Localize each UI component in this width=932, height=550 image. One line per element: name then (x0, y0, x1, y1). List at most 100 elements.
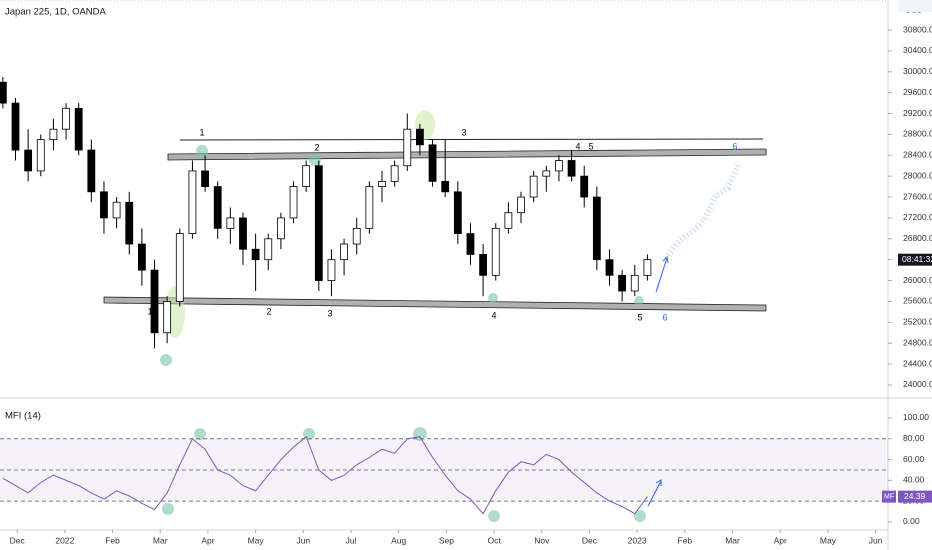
annotation: 6 (732, 141, 737, 151)
y-tick-label: 24400.0 (903, 358, 932, 368)
y-tick-label: 28800.0 (903, 129, 932, 139)
y-tick-label: 30400.0 (903, 45, 932, 55)
candle-body (175, 233, 184, 302)
candle-body (529, 175, 538, 198)
y-tick-label: 24000.0 (903, 379, 932, 389)
candle-body (125, 201, 134, 245)
candle-body (567, 160, 576, 177)
marker (488, 293, 498, 303)
candle-body (188, 170, 197, 234)
annotation: 2 (266, 306, 271, 316)
annotation: 1 (199, 127, 204, 137)
candle-body (580, 175, 589, 198)
y-tick-label: 27600.0 (903, 191, 932, 201)
candle-body (618, 274, 627, 292)
candle-body (390, 165, 399, 182)
candle-body (87, 149, 96, 193)
marker (160, 354, 172, 366)
annotation: 1 (147, 306, 152, 316)
candle-body (453, 191, 462, 234)
candle-body (62, 107, 70, 130)
candle-body (542, 170, 551, 177)
candle-body (416, 128, 424, 146)
marker (194, 428, 206, 440)
countdown-tag (898, 253, 932, 266)
x-tick-label: Jun (296, 535, 310, 545)
x-tick-label: 2023 (628, 535, 647, 545)
y-tick-label: 30000.0 (903, 66, 932, 76)
y-tick-label: 0.00 (903, 516, 920, 526)
x-tick-label: Apr (201, 535, 214, 545)
candle-body (479, 254, 488, 276)
candle-body (314, 165, 323, 281)
low-tag (898, 0, 932, 12)
candle-body (352, 227, 361, 245)
x-tick-label: Nov (534, 535, 550, 545)
projection (665, 163, 741, 257)
x-tick-label: Dec (582, 535, 598, 545)
candle-body (74, 107, 83, 151)
candle-body (466, 233, 475, 255)
candle-body (163, 301, 172, 334)
candle-body (24, 149, 33, 172)
marker (634, 296, 644, 306)
x-tick-label: Mar (725, 535, 740, 545)
candle-body (302, 165, 311, 188)
candle-body (327, 259, 336, 281)
marker (196, 145, 208, 157)
y-tick-label: 28000.0 (903, 170, 932, 180)
x-tick-label: Apr (774, 535, 787, 545)
annotation: 3 (461, 127, 466, 137)
x-tick-label: Jun (869, 535, 883, 545)
annotation: 5 (637, 312, 642, 322)
x-tick-label: Dec (10, 535, 26, 545)
x-tick-label: Oct (487, 535, 501, 545)
candle-body (150, 269, 159, 334)
x-tick-label: Feb (105, 535, 120, 545)
candle-body (264, 238, 273, 261)
candle-body (112, 201, 121, 219)
candle-body (403, 128, 412, 167)
candle-body (11, 102, 20, 151)
y-tick-label: 26800.0 (903, 233, 932, 243)
x-tick-label: May (248, 535, 265, 545)
candle-body (441, 180, 450, 193)
countdown: 08:41:32 (902, 254, 932, 264)
candle-body (100, 191, 108, 219)
marker (634, 510, 646, 522)
arrow-head (662, 255, 669, 264)
marker (162, 503, 174, 515)
channel-band (103, 296, 767, 312)
annotation: 3 (327, 308, 332, 318)
mfi-line (2, 435, 648, 515)
y-tick-label: 27200.0 (903, 212, 932, 222)
candle-body (428, 144, 437, 182)
candle-body (491, 227, 500, 276)
annotation: 2 (314, 142, 319, 152)
candle-body (504, 212, 513, 229)
candle-body (289, 186, 298, 219)
y-tick-label: 29600.0 (903, 87, 932, 97)
arrow (647, 480, 662, 507)
candle-body (592, 196, 601, 261)
y-tick-label: 40.00 (903, 475, 925, 485)
y-tick-label: 25600.0 (903, 296, 932, 306)
mfi-name: MF (884, 493, 894, 500)
y-tick-label: 100.00 (903, 412, 929, 422)
trend-line (179, 138, 764, 141)
x-tick-label: Mar (153, 535, 168, 545)
candle-body (201, 170, 209, 188)
indicator-title: MFI (14) (5, 411, 41, 422)
x-tick-label: Feb (678, 535, 693, 545)
y-tick-label: 29200.0 (903, 108, 932, 118)
y-tick-label: 26000.0 (903, 275, 932, 285)
mfi-name-tag (882, 490, 896, 503)
y-tick-label: 28400.0 (903, 150, 932, 160)
candle-body (239, 217, 247, 250)
x-tick-label: Jul (346, 535, 357, 545)
annotation: 4 (575, 141, 580, 151)
mfi-value: 24.39 (904, 491, 926, 501)
candle-body (340, 243, 348, 261)
candle-body (213, 186, 222, 229)
